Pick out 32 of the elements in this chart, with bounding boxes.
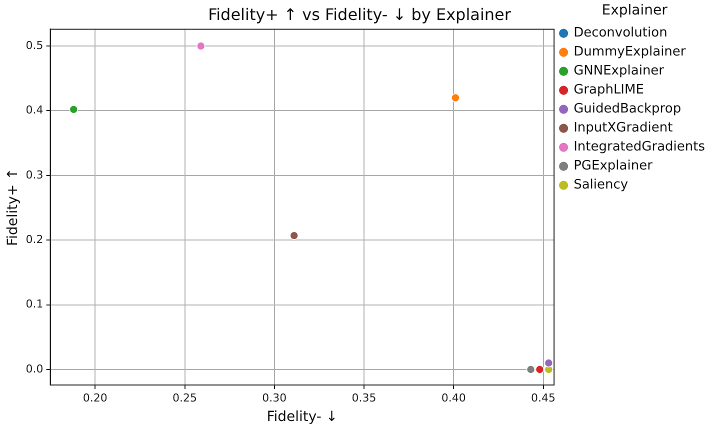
x-tick-label: 0.30 (262, 391, 287, 404)
y-tick-label: 0.3 (26, 168, 44, 182)
legend-label: Saliency (574, 178, 628, 193)
point (526, 365, 536, 374)
x-axis-title: Fidelity- ↓ (266, 409, 338, 426)
legend-label: Deconvolution (574, 26, 668, 41)
legend-label: InputXGradient (574, 120, 673, 136)
x-tick-label: 0.20 (82, 391, 108, 404)
x-tick-label: 0.35 (352, 391, 376, 404)
legend-label: IntegratedGradients (574, 140, 706, 155)
legend-label: PGExplainer (574, 158, 654, 174)
legend-label: DummyExplainer (574, 44, 686, 60)
point (544, 358, 554, 368)
legend-label: GuidedBackprop (574, 102, 682, 117)
chart-title: Fidelity+ ↑ vs Fidelity- ↓ by Explainer (208, 4, 512, 24)
point (196, 42, 206, 50)
x-tick-label: 0.45 (531, 391, 556, 404)
point (290, 231, 299, 240)
legend-label: GraphLIME (574, 82, 644, 98)
y-tick-label: 0.2 (26, 232, 44, 246)
point (535, 365, 544, 374)
y-tick-label: 0.0 (26, 362, 44, 376)
point (69, 105, 78, 114)
x-tick-label: 0.25 (172, 391, 197, 404)
y-tick-label: 0.5 (26, 38, 44, 52)
y-tick-label: 0.1 (26, 298, 44, 311)
legend-label: GNNExplainer (574, 64, 665, 79)
point (451, 93, 460, 102)
y-tick-label: 0.4 (26, 104, 44, 117)
legend-title: Explainer (602, 2, 668, 19)
x-tick-label: 0.40 (441, 391, 466, 404)
y-axis-title: Fidelity+ ↑ (5, 168, 22, 246)
